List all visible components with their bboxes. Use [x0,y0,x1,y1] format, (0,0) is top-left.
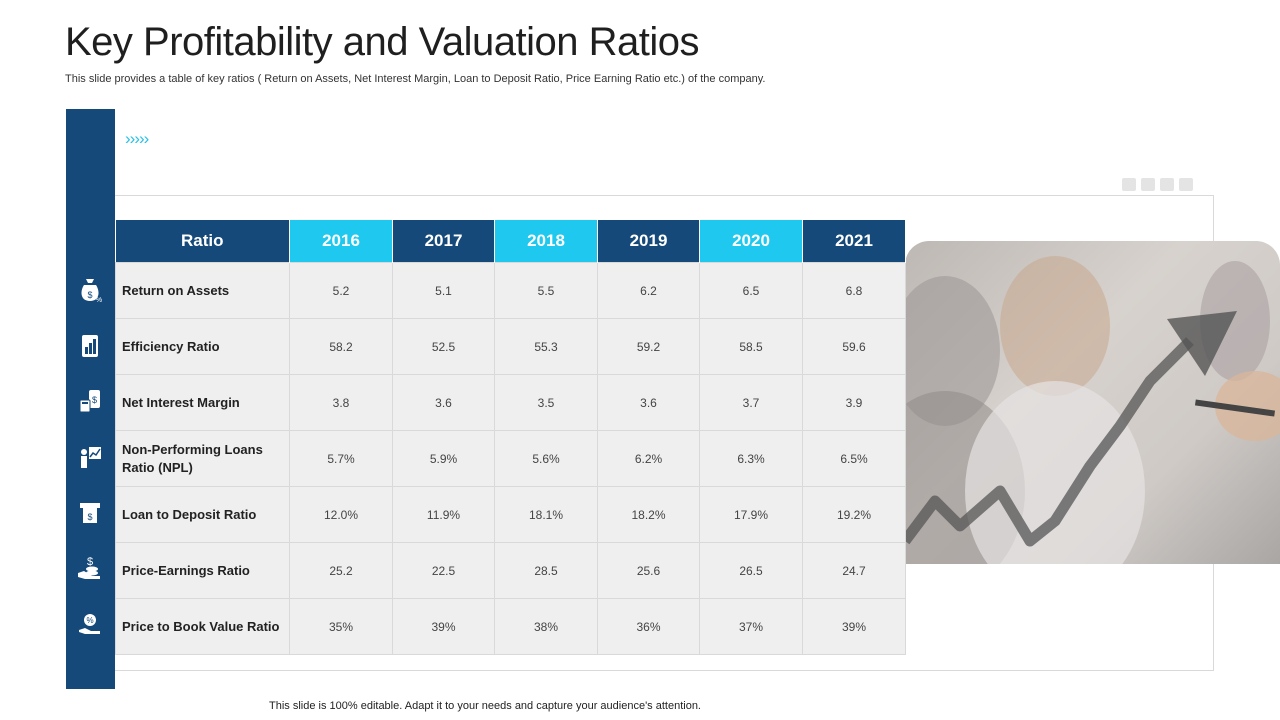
table-cell: 18.1% [494,486,598,543]
table-cell: 35% [289,598,393,655]
slide-subtitle: This slide provides a table of key ratio… [65,73,766,85]
header-year: 2017 [392,220,495,263]
table-row: Price to Book Value Ratio 35% 39% 38% 36… [115,598,906,655]
edit-icon[interactable] [1122,178,1136,191]
table-cell: 36% [597,598,700,655]
calculator-money-icon: $ [72,373,108,429]
table-cell: 25.2 [289,542,393,599]
slide-title: Key Profitability and Valuation Ratios [65,20,699,64]
report-chart-icon [72,318,108,374]
table-cell: 17.9% [699,486,803,543]
table-cell: 59.2 [597,318,700,375]
table-cell: 3.7 [699,374,803,431]
table-cell: 5.1 [392,262,495,319]
table-cell: 55.3 [494,318,598,375]
header-year: 2020 [699,220,803,263]
svg-text:$: $ [87,556,93,568]
header-year: 2019 [597,220,700,263]
header-ratio: Ratio [115,220,290,263]
table-header-row: Ratio 2016 2017 2018 2019 2020 2021 [115,220,906,263]
ratios-table: Ratio 2016 2017 2018 2019 2020 2021 Retu… [115,220,906,655]
paint-icon[interactable] [1141,178,1155,191]
table-cell: 38% [494,598,598,655]
table-cell: 3.6 [597,374,700,431]
table-cell: 18.2% [597,486,700,543]
table-cell: 6.3% [699,430,803,487]
row-label: Non-Performing Loans Ratio (NPL) [115,430,290,487]
header-year: 2016 [289,220,393,263]
table-cell: 6.2 [597,262,700,319]
table-cell: 39% [802,598,906,655]
svg-text:%: % [96,297,102,303]
table-row: Return on Assets 5.2 5.1 5.5 6.2 6.5 6.8 [115,262,906,319]
image-icon[interactable] [1160,178,1174,191]
table-cell: 58.2 [289,318,393,375]
table-row: Non-Performing Loans Ratio (NPL) 5.7% 5.… [115,430,906,487]
table-row: Efficiency Ratio 58.2 52.5 55.3 59.2 58.… [115,318,906,375]
row-label: Efficiency Ratio [115,318,290,375]
table-cell: 19.2% [802,486,906,543]
row-label: Loan to Deposit Ratio [115,486,290,543]
table-cell: 22.5 [392,542,495,599]
svg-text:$: $ [87,512,92,522]
header-year: 2018 [494,220,598,263]
table-cell: 52.5 [392,318,495,375]
row-label: Net Interest Margin [115,374,290,431]
row-label: Price-Earnings Ratio [115,542,290,599]
table-cell: 11.9% [392,486,495,543]
table-cell: 5.2 [289,262,393,319]
table-cell: 37% [699,598,803,655]
table-cell: 3.6 [392,374,495,431]
table-cell: 3.5 [494,374,598,431]
money-bag-percent-icon: $% [72,262,108,318]
table-row: Loan to Deposit Ratio 12.0% 11.9% 18.1% … [115,486,906,543]
row-label: Return on Assets [115,262,290,319]
table-row: Net Interest Margin 3.8 3.6 3.5 3.6 3.7 … [115,374,906,431]
text-icon[interactable] [1179,178,1193,191]
table-cell: 5.5 [494,262,598,319]
svg-text:%: % [86,616,93,625]
table-cell: 3.9 [802,374,906,431]
table-cell: 58.5 [699,318,803,375]
row-label: Price to Book Value Ratio [115,598,290,655]
table-cell: 5.9% [392,430,495,487]
row-icons: $% $ $ $ % [72,262,108,652]
table-cell: 24.7 [802,542,906,599]
table-cell: 6.5 [699,262,803,319]
photo-illustration [905,256,1280,564]
toolbar-icons [1122,178,1193,191]
person-chart-icon [72,429,108,485]
table-cell: 39% [392,598,495,655]
atm-deposit-icon: $ [72,485,108,541]
table-row: Price-Earnings Ratio 25.2 22.5 28.5 25.6… [115,542,906,599]
table-cell: 6.8 [802,262,906,319]
table-cell: 28.5 [494,542,598,599]
table-cell: 6.2% [597,430,700,487]
svg-text:$: $ [92,395,97,405]
table-cell: 5.7% [289,430,393,487]
table-cell: 26.5 [699,542,803,599]
table-cell: 6.5% [802,430,906,487]
table-cell: 59.6 [802,318,906,375]
svg-text:$: $ [87,290,92,300]
hand-coins-dollar-icon: $ [72,540,108,596]
table-cell: 12.0% [289,486,393,543]
table-cell: 25.6 [597,542,700,599]
footer-note: This slide is 100% editable. Adapt it to… [269,700,701,712]
header-year: 2021 [802,220,906,263]
hand-percent-icon: % [72,596,108,652]
business-photo [905,241,1280,564]
chevrons-decoration: ››››› [125,129,149,148]
table-cell: 5.6% [494,430,598,487]
table-cell: 3.8 [289,374,393,431]
